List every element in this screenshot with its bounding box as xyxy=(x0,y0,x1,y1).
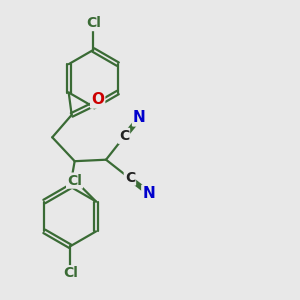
Text: Cl: Cl xyxy=(63,266,78,280)
Text: Cl: Cl xyxy=(86,16,101,30)
Text: C: C xyxy=(125,171,135,184)
Text: N: N xyxy=(142,186,155,201)
Text: O: O xyxy=(91,92,104,107)
Text: Cl: Cl xyxy=(67,174,82,188)
Text: N: N xyxy=(133,110,146,125)
Text: C: C xyxy=(119,129,129,143)
